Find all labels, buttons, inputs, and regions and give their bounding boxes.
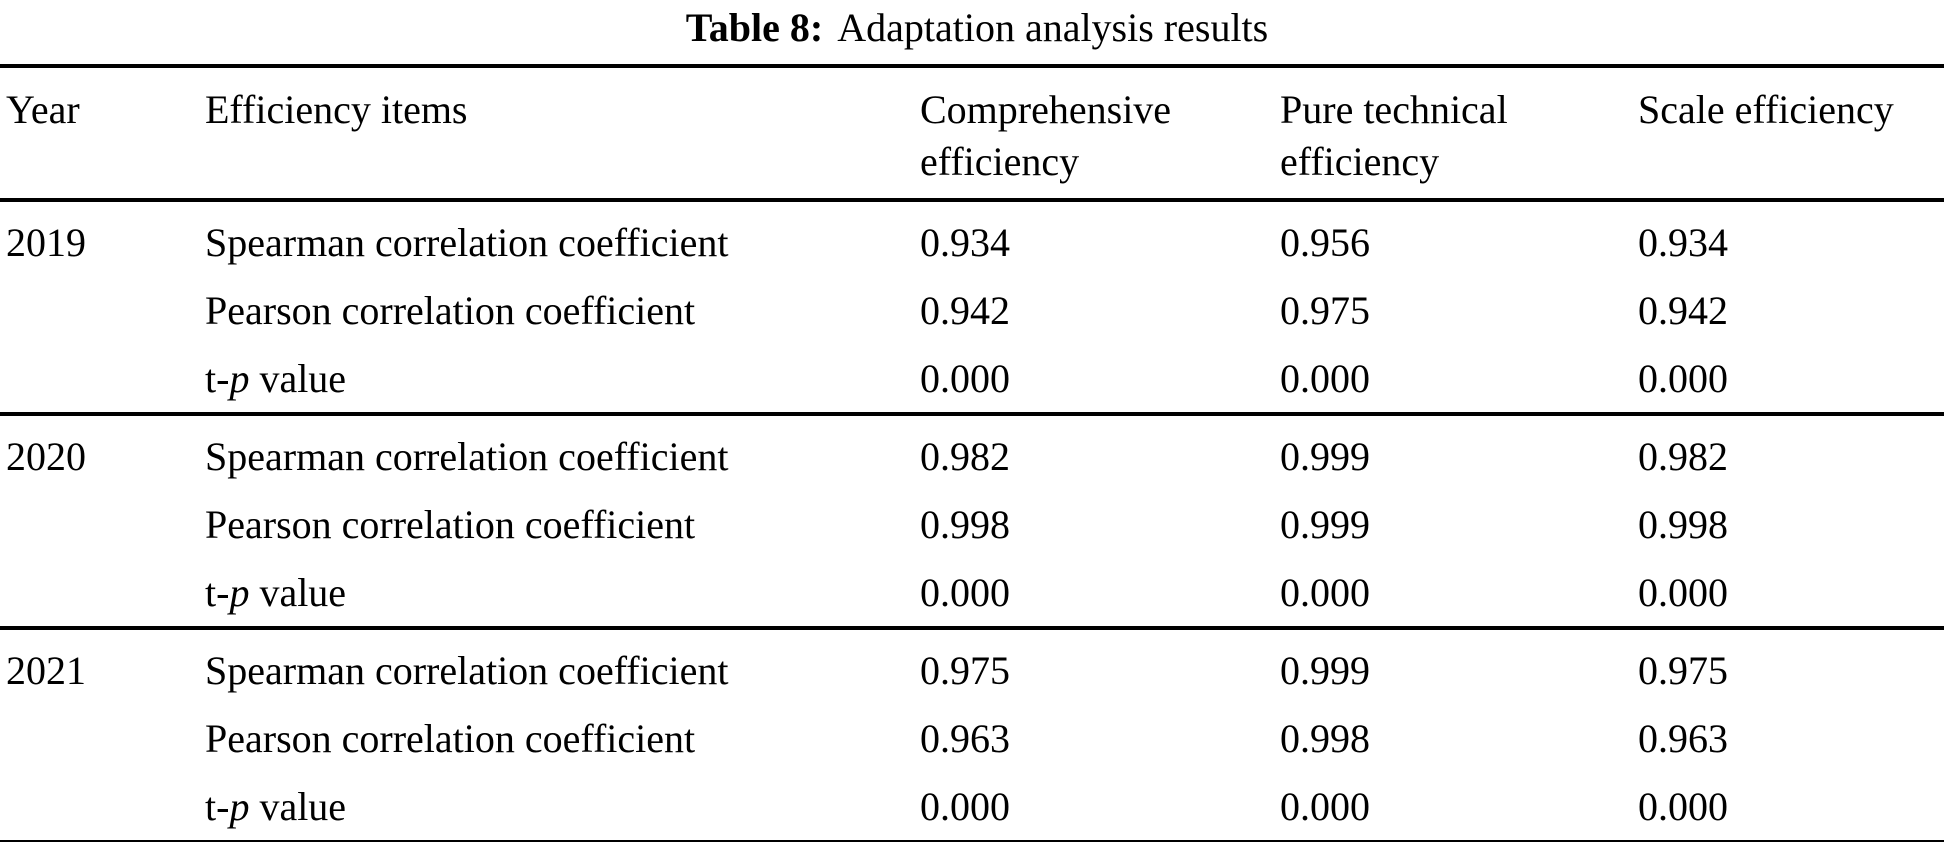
year-cell — [0, 704, 205, 772]
header-efficiency-items: Efficiency items — [205, 66, 920, 202]
value-cell: 0.963 — [920, 715, 1010, 761]
year-cell — [0, 558, 205, 628]
metric-label: t-p value — [205, 783, 347, 829]
metric-label: Spearman correlation coefficient — [205, 647, 729, 693]
table-row: 2020 Spearman correlation coefficient 0.… — [0, 414, 1944, 490]
value-cell: 0.998 — [1638, 501, 1728, 547]
value-cell: 0.000 — [1638, 783, 1728, 829]
table-row: t-p value 0.000 0.000 0.000 — [0, 772, 1944, 842]
year-cell — [0, 276, 205, 344]
header-pure-technical-efficiency: Pure technical efficiency — [1280, 66, 1638, 202]
metric-label: Pearson correlation coefficient — [205, 287, 696, 333]
metric-label: Spearman correlation coefficient — [205, 433, 729, 479]
header-row: Year Efficiency items Comprehensive effi… — [0, 66, 1944, 202]
table-row: Pearson correlation coefficient 0.963 0.… — [0, 704, 1944, 772]
value-cell: 0.999 — [1280, 433, 1370, 479]
value-cell: 0.000 — [920, 355, 1010, 401]
table-caption-text: Adaptation analysis results — [837, 5, 1269, 50]
value-cell: 0.975 — [1638, 647, 1728, 693]
value-cell: 0.963 — [1638, 715, 1728, 761]
value-cell: 0.982 — [920, 433, 1010, 479]
value-cell: 0.000 — [1638, 569, 1728, 615]
table-row: Pearson correlation coefficient 0.998 0.… — [0, 490, 1944, 558]
value-cell: 0.000 — [1280, 569, 1370, 615]
metric-label: t-p value — [205, 569, 347, 615]
value-cell: 0.934 — [1638, 219, 1728, 265]
value-cell: 0.975 — [1280, 287, 1370, 333]
value-cell: 0.982 — [1638, 433, 1728, 479]
value-cell: 0.998 — [920, 501, 1010, 547]
value-cell: 0.000 — [1280, 355, 1370, 401]
year-cell — [0, 344, 205, 414]
table-header: Year Efficiency items Comprehensive effi… — [0, 66, 1944, 202]
metric-label: Pearson correlation coefficient — [205, 501, 696, 547]
year-cell: 2020 — [6, 433, 86, 479]
value-cell: 0.975 — [920, 647, 1010, 693]
table-caption-label: Table 8: — [685, 5, 824, 50]
value-cell: 0.942 — [1638, 287, 1728, 333]
value-cell: 0.934 — [920, 219, 1010, 265]
header-scale-efficiency: Scale efficiency — [1638, 66, 1944, 202]
table-row: 2021 Spearman correlation coefficient 0.… — [0, 628, 1944, 704]
value-cell: 0.999 — [1280, 647, 1370, 693]
metric-label: Pearson correlation coefficient — [205, 715, 696, 761]
table-row: Pearson correlation coefficient 0.942 0.… — [0, 276, 1944, 344]
header-comprehensive-efficiency: Comprehensive efficiency — [920, 66, 1280, 202]
value-cell: 0.998 — [1280, 715, 1370, 761]
value-cell: 0.000 — [920, 569, 1010, 615]
table-row: t-p value 0.000 0.000 0.000 — [0, 558, 1944, 628]
header-year: Year — [0, 66, 205, 202]
value-cell: 0.956 — [1280, 219, 1370, 265]
value-cell: 0.000 — [1280, 783, 1370, 829]
year-cell — [0, 490, 205, 558]
group-2021: 2021 Spearman correlation coefficient 0.… — [0, 628, 1944, 842]
metric-label: Spearman correlation coefficient — [205, 219, 729, 265]
value-cell: 0.000 — [920, 783, 1010, 829]
table-caption: Table 8: Adaptation analysis results — [0, 0, 1954, 64]
adaptation-results-table: Year Efficiency items Comprehensive effi… — [0, 64, 1944, 842]
value-cell: 0.000 — [1638, 355, 1728, 401]
value-cell: 0.999 — [1280, 501, 1370, 547]
table-row: t-p value 0.000 0.000 0.000 — [0, 344, 1944, 414]
group-2020: 2020 Spearman correlation coefficient 0.… — [0, 414, 1944, 628]
year-cell: 2019 — [6, 219, 86, 265]
year-cell — [0, 772, 205, 842]
value-cell: 0.942 — [920, 287, 1010, 333]
table-row: 2019 Spearman correlation coefficient 0.… — [0, 200, 1944, 276]
group-2019: 2019 Spearman correlation coefficient 0.… — [0, 200, 1944, 414]
year-cell: 2021 — [6, 647, 86, 693]
metric-label: t-p value — [205, 355, 347, 401]
